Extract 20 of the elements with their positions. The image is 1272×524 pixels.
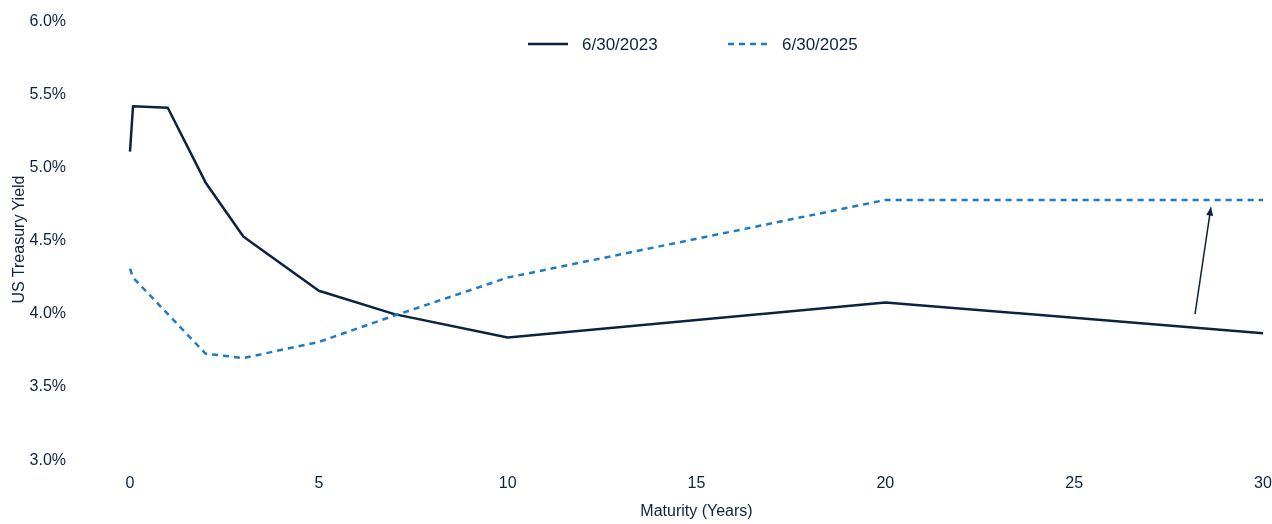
x-tick-label: 0 <box>125 474 135 491</box>
y-axis-title: US Treasury Yield <box>10 175 27 304</box>
legend-label: 6/30/2025 <box>782 34 858 54</box>
line-series <box>128 105 1265 339</box>
x-tick-label: 5 <box>314 474 324 491</box>
y-tick-label: 4.5% <box>29 231 66 249</box>
x-tick-label: 20 <box>876 474 895 491</box>
y-tick-label: 5.0% <box>29 157 66 175</box>
y-tick-label: 4.0% <box>29 304 66 322</box>
y-tick-label: 6.0% <box>29 11 66 29</box>
x-axis-title: Maturity (Years) <box>640 502 753 519</box>
x-tick-label: 10 <box>498 474 517 491</box>
y-tick-label: 5.5% <box>29 84 66 102</box>
x-tick-label: 30 <box>1254 474 1272 491</box>
y-tick-label: 3.0% <box>29 450 66 468</box>
legend-label: 6/30/2023 <box>582 34 658 54</box>
line-series <box>128 198 1265 360</box>
x-tick-label: 25 <box>1065 474 1084 491</box>
x-tick-label: 15 <box>687 474 706 491</box>
y-tick-label: 3.5% <box>29 377 66 395</box>
